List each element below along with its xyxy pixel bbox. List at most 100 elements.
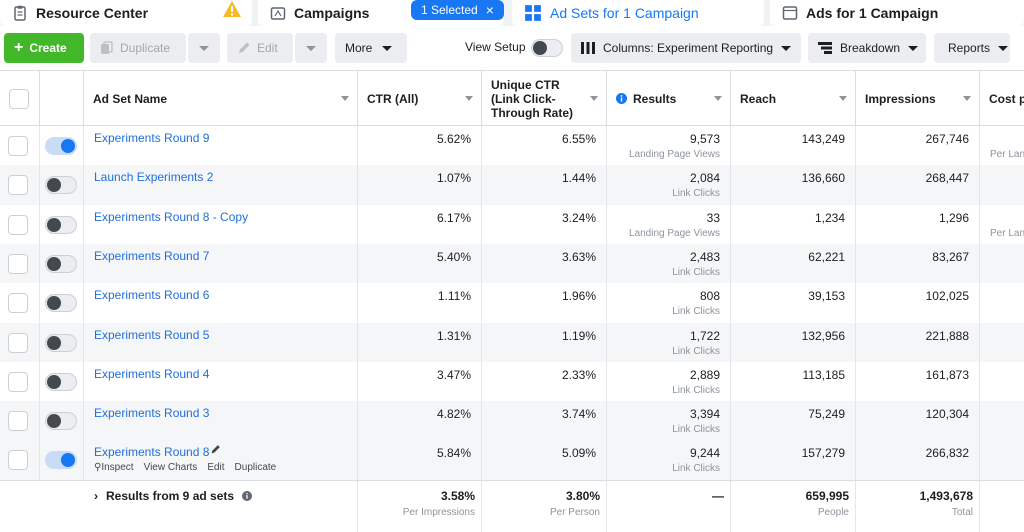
unique-ctr-value: 6.55% xyxy=(561,132,596,146)
row-cost-cell: Per Lan xyxy=(980,126,1024,165)
duplicate-link[interactable]: Duplicate xyxy=(234,462,277,474)
column-header-results[interactable]: Results xyxy=(607,71,731,126)
ad-set-status-toggle[interactable] xyxy=(45,294,77,313)
ctr-value: 3.47% xyxy=(436,367,471,382)
ad-set-status-toggle[interactable] xyxy=(45,333,77,352)
row-checkbox[interactable] xyxy=(8,450,28,471)
table-row[interactable]: Experiments Round 9 5.62% 6.55% 9,573 Landin… xyxy=(0,126,1024,166)
duplicate-dropdown-button[interactable] xyxy=(188,33,220,63)
row-select-cell xyxy=(0,361,40,402)
create-button[interactable]: + Create xyxy=(4,33,84,63)
ctr-value: 5.62% xyxy=(436,132,471,146)
ad-set-name-link[interactable]: Experiments Round 7 xyxy=(94,248,210,263)
footer-results-label: Results from 9 ad sets xyxy=(106,489,235,503)
ad-set-name-link[interactable]: Experiments Round 5 xyxy=(94,327,210,342)
tab-resource-center-label: Resource Center xyxy=(36,5,149,21)
tab-resource-center[interactable]: Resource Center xyxy=(0,0,252,26)
columns-button-label: Columns: Experiment Reporting xyxy=(603,41,774,55)
row-checkbox[interactable] xyxy=(8,332,28,353)
ctr-value: 5.84% xyxy=(436,446,471,461)
sort-icon xyxy=(963,96,971,101)
view-charts-link[interactable]: View Charts xyxy=(143,462,198,474)
edit-dropdown-button[interactable] xyxy=(295,33,327,63)
clear-selection-icon[interactable]: × xyxy=(485,2,494,18)
ad-set-name-link[interactable]: Experiments Round 3 xyxy=(94,406,210,421)
duplicate-button[interactable]: Duplicate xyxy=(90,33,186,63)
row-impressions-cell: 120,304 xyxy=(856,401,980,441)
reports-button[interactable]: Reports xyxy=(934,33,1010,63)
table-row[interactable]: Experiments Round 3 4.82% 3.74% 3,394 Link C… xyxy=(0,401,1024,441)
table-row[interactable]: Experiments Round 6 1.11% 1.96% 808 Link Cli… xyxy=(0,283,1024,323)
expand-chevron-icon[interactable]: › xyxy=(94,489,98,503)
table-row[interactable]: Experiments Round 8 - Copy 6.17% 3.24% 33 La… xyxy=(0,204,1024,244)
tab-ad-sets[interactable]: Ad Sets for 1 Campaign xyxy=(512,0,764,26)
footer-reach-sub: People xyxy=(817,507,849,518)
table-row[interactable]: Experiments Round 8 ⚲Inspect View Charts Ed… xyxy=(0,440,1024,480)
row-checkbox[interactable] xyxy=(8,136,28,156)
row-cost-cell xyxy=(980,165,1024,204)
row-uctr-cell: 1.96% xyxy=(482,283,607,323)
impressions-value: 267,746 xyxy=(925,132,969,146)
footer-ctr-value: 3.58% xyxy=(440,489,475,503)
edit-button[interactable]: Edit xyxy=(227,33,293,63)
column-header-reach[interactable]: Reach xyxy=(731,71,856,126)
row-cost-cell xyxy=(980,283,1024,322)
ad-set-status-toggle[interactable] xyxy=(45,372,77,391)
column-header-impressions[interactable]: Impressions xyxy=(856,71,980,126)
table-row[interactable]: Experiments Round 7 5.40% 3.63% 2,483 Link C… xyxy=(0,243,1024,284)
ad-set-name-link[interactable]: Experiments Round 9 xyxy=(94,131,210,145)
reach-value: 132,956 xyxy=(801,328,845,343)
ad-set-name-link[interactable]: Launch Experiments 2 xyxy=(94,170,214,185)
ad-set-name-link[interactable]: Experiments Round 8 xyxy=(94,445,210,460)
ad-set-name-link[interactable]: Experiments Round 4 xyxy=(94,366,210,381)
toggle-knob xyxy=(47,178,61,193)
row-checkbox[interactable] xyxy=(8,371,28,392)
ad-set-status-toggle[interactable] xyxy=(45,254,77,273)
row-cost-cell xyxy=(980,362,1024,401)
row-checkbox[interactable] xyxy=(8,411,28,432)
unique-ctr-value: 3.74% xyxy=(561,407,596,422)
pencil-icon[interactable] xyxy=(210,444,221,455)
ad-set-status-toggle[interactable] xyxy=(45,215,77,234)
ctr-value: 6.17% xyxy=(436,210,471,225)
column-header-ctr[interactable]: CTR (All) xyxy=(358,71,482,126)
result-type: Link Clicks xyxy=(672,424,720,436)
row-checkbox[interactable] xyxy=(8,253,28,274)
ad-set-name-link[interactable]: Experiments Round 6 xyxy=(94,288,210,303)
table-row[interactable]: Experiments Round 4 3.47% 2.33% 2,889 Link C… xyxy=(0,361,1024,402)
results-value: 808 xyxy=(699,289,720,304)
row-results-cell: 2,483 Link Clicks xyxy=(607,243,731,284)
columns-button[interactable]: Columns: Experiment Reporting xyxy=(571,33,801,63)
row-reach-cell: 143,249 xyxy=(731,126,856,166)
sort-icon xyxy=(341,96,349,101)
column-header-cost[interactable]: Cost p xyxy=(980,71,1024,126)
row-uctr-cell: 6.55% xyxy=(482,126,607,166)
row-ctr-cell: 4.82% xyxy=(358,401,482,441)
row-checkbox[interactable] xyxy=(8,214,28,235)
ad-set-status-toggle[interactable] xyxy=(45,412,77,431)
breakdown-button[interactable]: Breakdown xyxy=(808,33,926,63)
ad-set-status-toggle[interactable] xyxy=(45,451,77,470)
view-setup-toggle[interactable] xyxy=(531,39,563,57)
column-header-unique-ctr[interactable]: Unique CTR (Link Click- Through Rate) xyxy=(482,71,607,126)
table-row[interactable]: Experiments Round 5 1.31% 1.19% 1,722 Link C… xyxy=(0,322,1024,362)
row-name-cell: Experiments Round 7 xyxy=(84,243,358,284)
ad-set-status-toggle[interactable] xyxy=(45,137,77,155)
view-setup-label: View Setup xyxy=(465,40,526,54)
row-checkbox[interactable] xyxy=(8,175,28,196)
selected-count-badge[interactable]: 1 Selected × xyxy=(411,0,504,20)
table-row[interactable]: Launch Experiments 2 1.07% 1.44% 2,084 Link … xyxy=(0,165,1024,205)
column-header-name[interactable]: Ad Set Name xyxy=(84,71,358,126)
ad-set-status-toggle[interactable] xyxy=(45,176,77,195)
sort-icon xyxy=(465,96,473,101)
row-ctr-cell: 5.62% xyxy=(358,126,482,166)
unique-ctr-value: 5.09% xyxy=(561,446,596,461)
edit-link[interactable]: Edit xyxy=(207,462,225,474)
inspect-link[interactable]: ⚲Inspect xyxy=(94,462,134,473)
select-all-checkbox[interactable] xyxy=(9,88,29,109)
ad-set-name-link[interactable]: Experiments Round 8 - Copy xyxy=(94,209,249,224)
row-checkbox[interactable] xyxy=(8,293,28,314)
tab-ads[interactable]: Ads for 1 Campaign xyxy=(770,0,1024,26)
row-results-cell: 1,722 Link Clicks xyxy=(607,322,731,362)
more-button[interactable]: More xyxy=(335,33,407,63)
